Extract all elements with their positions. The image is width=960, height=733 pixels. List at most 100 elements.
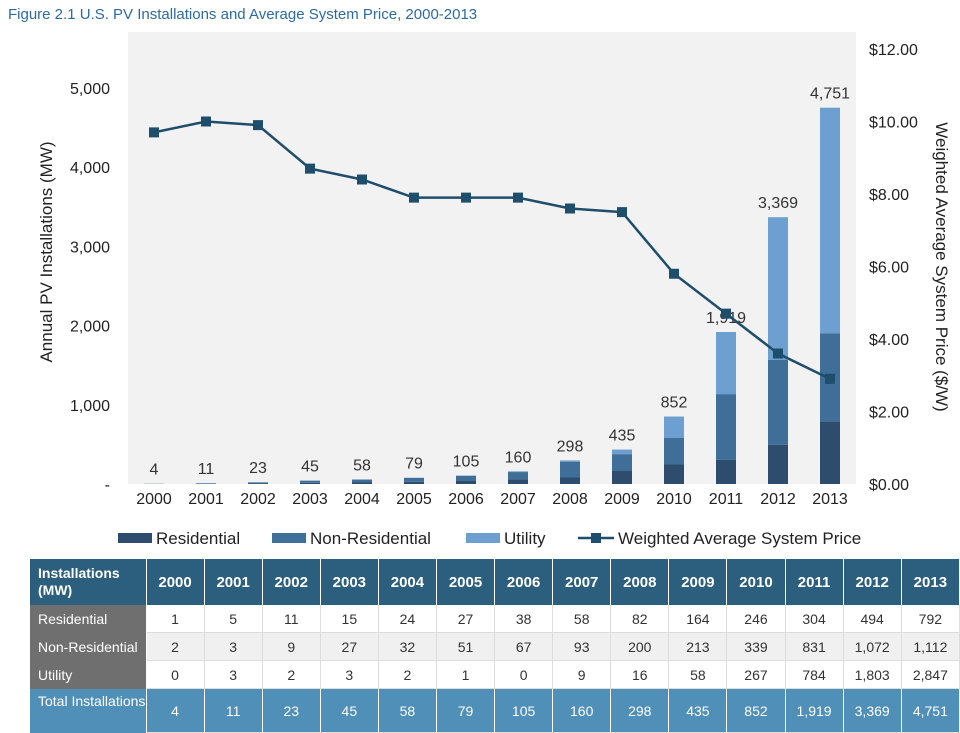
table-year-header: 2009 [669,559,727,605]
x-tick-label-2001: 2001 [188,491,224,508]
table-cell: 784 [785,661,843,689]
price-point-2000 [149,127,159,137]
plot-area [128,32,856,484]
total-label-2000: 4 [150,462,159,479]
table-cell: 11 [204,689,262,733]
bar-residential-2010 [664,465,684,484]
table-cell: 105 [495,689,553,733]
x-tick-label-2006: 2006 [448,491,484,508]
legend-swatch-0 [118,533,152,543]
table-cell: 2,847 [901,661,959,689]
total-label-2007: 160 [505,449,532,466]
bar-utility-2008 [560,460,580,461]
table-cell: 3 [320,661,378,689]
table-cell: 15 [320,605,378,633]
table-cell: 0 [146,661,204,689]
table-cell: 3 [204,661,262,689]
table-cell: 79 [436,689,494,733]
bar-residential-2012 [768,445,788,484]
table-year-header: 2001 [204,559,262,605]
y-tick-label: 2,000 [70,319,110,336]
table-cell: 58 [553,605,611,633]
x-tick-label-2013: 2013 [812,491,848,508]
y-tick-label: 4,000 [70,160,110,177]
table-year-header: 2007 [553,559,611,605]
x-tick-label-2010: 2010 [656,491,692,508]
y-tick-label: 1,000 [70,398,110,415]
bar-non-residential-2005 [404,478,424,482]
price-point-2002 [253,120,263,130]
table-corner-label: Installations (MW) [30,559,146,605]
bar-residential-2003 [300,483,320,484]
total-label-2005: 79 [405,456,423,473]
table-cell: 58 [378,689,436,733]
table-cell: 51 [436,633,494,661]
table-cell: 0 [495,661,553,689]
bar-residential-2002 [248,483,268,484]
bar-utility-2011 [716,332,736,394]
price-point-2003 [305,164,315,174]
table-cell: 11 [262,605,320,633]
table-cell: 4,751 [901,689,959,733]
price-point-2012 [773,349,783,359]
total-label-2004: 58 [353,457,371,474]
table-cell: 82 [611,605,669,633]
table-cell: 831 [785,633,843,661]
bar-utility-2010 [664,417,684,438]
table-cell: 9 [553,661,611,689]
total-label-2002: 23 [249,460,267,477]
table-cell: 45 [320,689,378,733]
table-cell: 93 [553,633,611,661]
table-cell: 792 [901,605,959,633]
price-point-2010 [669,269,679,279]
bar-non-residential-2006 [456,476,476,481]
price-point-2007 [513,193,523,203]
bar-residential-2011 [716,460,736,484]
table-cell: 24 [378,605,436,633]
bar-residential-2004 [352,482,372,484]
table-cell: 164 [669,605,727,633]
x-tick-label-2005: 2005 [396,491,432,508]
bar-non-residential-2002 [248,482,268,483]
total-label-2013: 4,751 [810,86,850,103]
y-tick-label: - [105,477,110,494]
y2-tick-label: $0.00 [869,477,909,494]
price-point-2006 [461,193,471,203]
table-cell: 1 [146,605,204,633]
x-tick-label-2003: 2003 [292,491,328,508]
table-cell: 852 [727,689,785,733]
price-point-2013 [825,374,835,384]
y2-tick-label: $4.00 [869,332,909,349]
total-label-2008: 298 [557,438,584,455]
x-tick-label-2007: 2007 [500,491,536,508]
table-cell: 2 [262,661,320,689]
y2-tick-label: $12.00 [869,42,918,59]
total-label-2003: 45 [301,458,319,475]
y2-tick-label: $8.00 [869,187,909,204]
table-cell: 32 [378,633,436,661]
table-cell: 304 [785,605,843,633]
x-tick-label-2004: 2004 [344,491,380,508]
bar-utility-2012 [768,217,788,360]
table-cell: 267 [727,661,785,689]
table-cell: 298 [611,689,669,733]
table-row-label: Utility [30,661,146,689]
bar-residential-2007 [508,479,528,484]
table-cell: 160 [553,689,611,733]
bar-non-residential-2010 [664,438,684,465]
x-tick-label-2008: 2008 [552,491,588,508]
bar-non-residential-2012 [768,360,788,445]
pv-chart: 4200011200123200245200358200479200510520… [0,0,960,556]
bar-non-residential-2009 [612,454,632,471]
legend-label-1: Non-Residential [310,529,431,548]
price-point-2008 [565,204,575,214]
y2-tick-label: $6.00 [869,260,909,277]
table-year-header: 2000 [146,559,204,605]
legend-line-marker [591,533,601,543]
total-label-2006: 105 [453,454,480,471]
total-label-2012: 3,369 [758,195,798,212]
table-cell: 1,803 [843,661,901,689]
